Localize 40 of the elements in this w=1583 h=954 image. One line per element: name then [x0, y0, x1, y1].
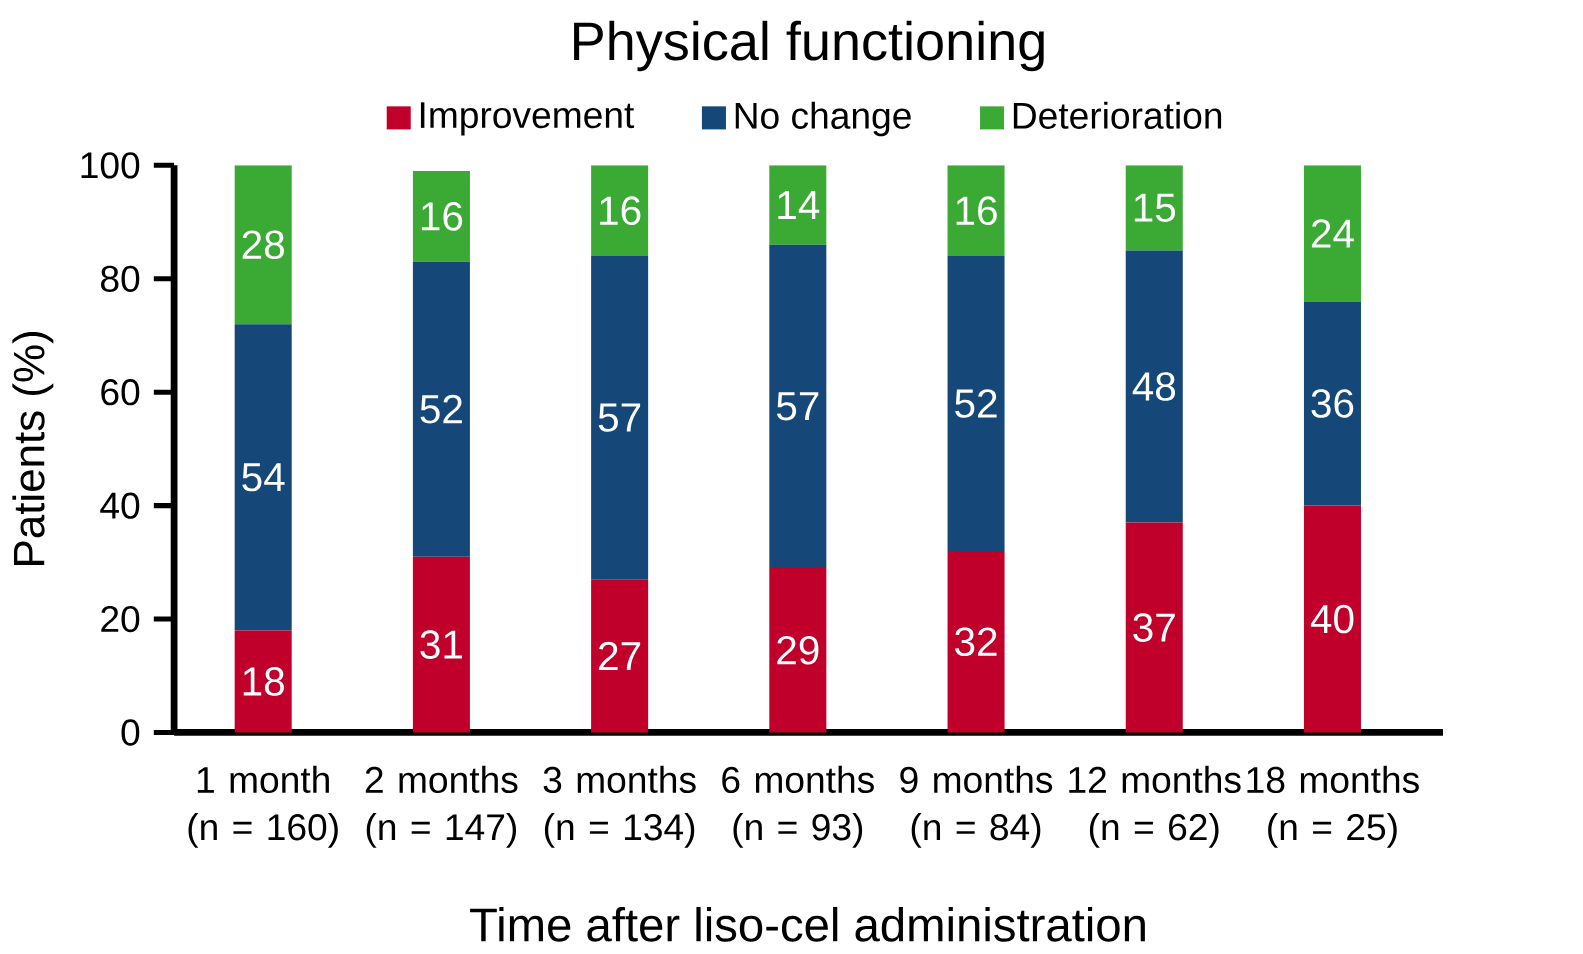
data-label: 57: [776, 392, 819, 421]
data-label: 27: [599, 641, 641, 671]
y-axis-title: Patients (%): [12, 332, 54, 565]
y-tick-label: 20: [101, 605, 140, 633]
data-label: 57: [598, 403, 641, 432]
data-label: 28: [242, 230, 284, 260]
x-tick-label: 18 months (n = 25): [1247, 765, 1419, 848]
x-tick-label: 3 months (n = 134): [543, 765, 696, 848]
x-tick-label: 2 months (n = 147): [365, 765, 518, 848]
legend-label: Deterioration: [1013, 101, 1222, 129]
y-tick-label: 60: [101, 379, 140, 406]
legend-label: No change: [735, 101, 911, 137]
data-label: 40: [1310, 604, 1354, 634]
x-tick-label: 6 months (n = 93): [722, 765, 874, 848]
data-label: 15: [1134, 193, 1176, 222]
data-label: 36: [1311, 389, 1354, 418]
data-label: 24: [1311, 219, 1354, 248]
x-tick-label: 9 months (n = 84): [900, 765, 1053, 848]
x-axis-title: Time after liso-cel administration: [470, 906, 1145, 942]
data-label: 29: [777, 635, 819, 665]
y-tick-label: 0: [121, 719, 140, 746]
y-tick-label: 40: [100, 492, 140, 519]
data-label: 48: [1132, 372, 1176, 401]
data-label: 14: [778, 191, 820, 219]
data-label: 16: [956, 196, 997, 225]
data-label: 18: [243, 667, 284, 696]
y-tick-label: 80: [101, 265, 140, 292]
legend-label: Improvement: [420, 102, 635, 136]
data-label: 16: [600, 196, 641, 225]
data-label: 31: [420, 630, 462, 659]
x-tick-label: 12 months (n = 62): [1069, 765, 1241, 848]
x-tick-label: 1 month (n = 160): [188, 765, 338, 848]
data-label: 54: [242, 463, 285, 492]
y-tick-label: 100: [81, 152, 140, 179]
data-label: 37: [1133, 613, 1175, 642]
data-label: 16: [421, 202, 463, 231]
data-label: 52: [420, 394, 462, 424]
data-label: 52: [955, 389, 997, 418]
data-label: 32: [955, 627, 997, 657]
chart-title: Physical functioning: [574, 20, 1044, 72]
